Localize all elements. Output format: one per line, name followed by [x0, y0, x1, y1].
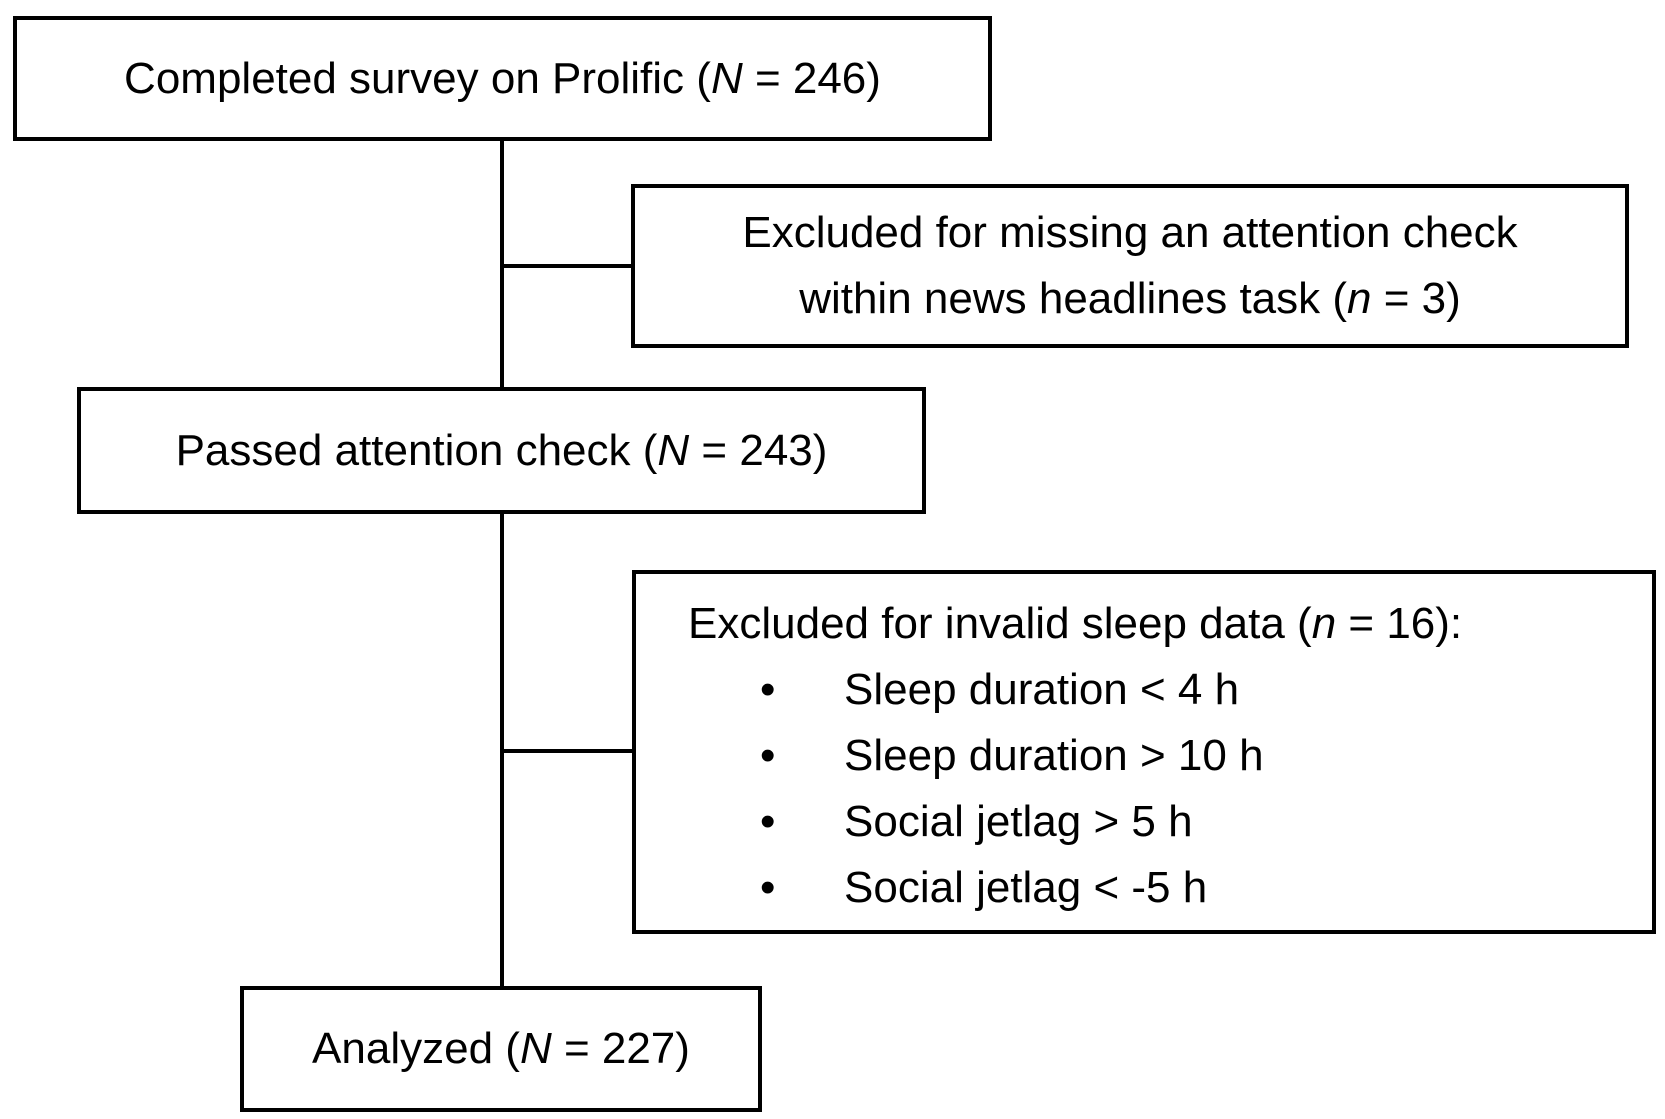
branch-connector-sleep: [500, 749, 634, 753]
excluded-attention-box: Excluded for missing an attention check …: [631, 184, 1629, 348]
list-item: • Social jetlag < -5 h: [688, 855, 1652, 921]
bullet-icon: •: [760, 731, 776, 780]
excluded-sleep-box: Excluded for invalid sleep data (n = 16)…: [632, 570, 1656, 934]
analyzed-label: Analyzed (N = 227): [312, 1024, 690, 1073]
criterion-text: Sleep duration < 4 h: [844, 665, 1240, 714]
main-vertical-connector: [500, 138, 504, 990]
bullet-icon: •: [760, 797, 776, 846]
passed-attention-label: Passed attention check (N = 243): [175, 425, 828, 475]
passed-attention-box: Passed attention check (N = 243): [77, 387, 926, 514]
completed-survey-box: Completed survey on Prolific (N = 246): [13, 16, 992, 141]
list-item: • Social jetlag > 5 h: [688, 789, 1652, 855]
criterion-text: Sleep duration > 10 h: [844, 731, 1264, 780]
list-item: • Sleep duration > 10 h: [688, 723, 1652, 789]
analyzed-box: Analyzed (N = 227): [240, 986, 762, 1112]
exclusion-criteria-list: • Sleep duration < 4 h • Sleep duration …: [688, 657, 1652, 921]
criterion-text: Social jetlag > 5 h: [844, 797, 1193, 846]
excluded-attention-line2: within news headlines task (n = 3): [799, 274, 1461, 323]
excluded-attention-line1: Excluded for missing an attention check: [742, 208, 1518, 257]
branch-connector-attention: [500, 264, 634, 268]
excluded-sleep-heading: Excluded for invalid sleep data (n = 16)…: [688, 599, 1463, 648]
bullet-icon: •: [760, 863, 776, 912]
list-item: • Sleep duration < 4 h: [688, 657, 1652, 723]
completed-survey-label: Completed survey on Prolific (N = 246): [124, 53, 881, 103]
criterion-text: Social jetlag < -5 h: [844, 863, 1208, 912]
bullet-icon: •: [760, 665, 776, 714]
